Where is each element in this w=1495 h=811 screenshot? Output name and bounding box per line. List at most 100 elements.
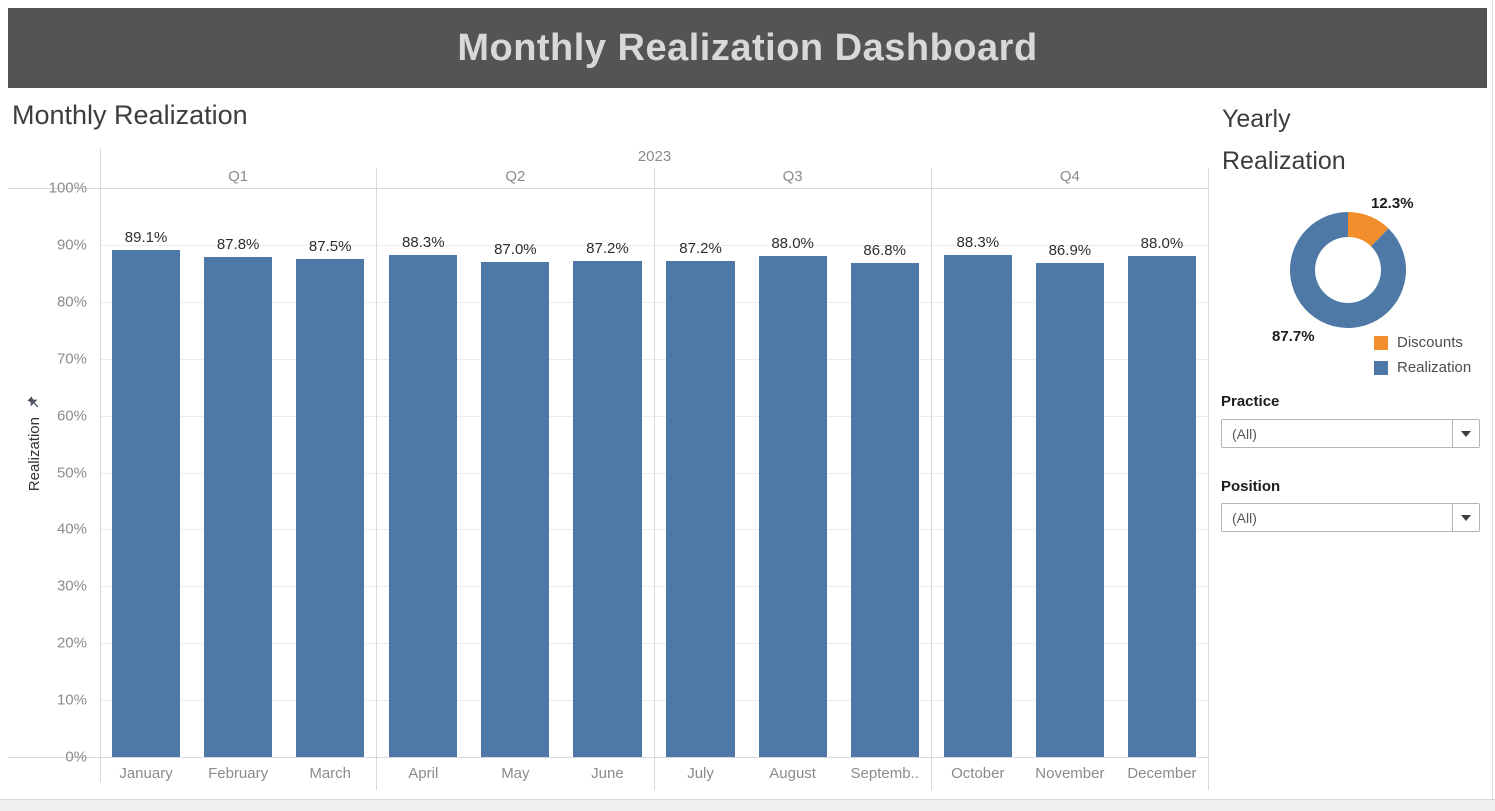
bar-september[interactable]: [850, 263, 919, 757]
gridline-90: [100, 244, 1209, 246]
month-label-december[interactable]: December: [1127, 765, 1197, 782]
y-axis-title: Realization: [25, 417, 43, 492]
quarter-header-q2[interactable]: Q2: [377, 168, 655, 188]
donut-slice-realization[interactable]: [1289, 211, 1406, 328]
gridline-10: [100, 700, 1209, 702]
dashboard-header: Monthly Realization Dashboard: [8, 8, 1487, 88]
y-tick-90: 90%: [56, 236, 87, 254]
month-cell-march: 87.5%: [284, 188, 376, 757]
quarter-header-q1[interactable]: Q1: [100, 168, 378, 188]
month-label-october[interactable]: October: [951, 765, 1005, 782]
bar-may[interactable]: [481, 261, 550, 757]
filter-dropdown-position[interactable]: (All): [1221, 503, 1480, 532]
bar-february[interactable]: [204, 257, 273, 757]
month-label-july[interactable]: July: [687, 765, 714, 782]
legend-item-discounts[interactable]: Discounts: [1374, 330, 1471, 355]
bar-value-label: 88.0%: [771, 235, 814, 253]
bar-april[interactable]: [389, 254, 458, 757]
bar-value-label: 87.2%: [586, 239, 629, 257]
dashboard-title: Monthly Realization Dashboard: [457, 26, 1038, 69]
donut-discounts-label: 12.3%: [1371, 195, 1414, 212]
bar-june[interactable]: [573, 260, 642, 757]
quarter-header-row: Q1 Q2 Q3 Q4: [100, 168, 1209, 188]
month-label-november[interactable]: November: [1035, 765, 1105, 782]
gridline-50: [100, 472, 1209, 474]
page-right-border: [1492, 0, 1493, 811]
filter-dropdown-button-position[interactable]: [1452, 504, 1479, 531]
y-axis-title-group: Realization: [16, 396, 52, 491]
bar-value-label: 88.0%: [1140, 235, 1184, 253]
bar-july[interactable]: [666, 260, 735, 757]
y-tick-40: 40%: [56, 520, 87, 538]
month-label-april[interactable]: April: [408, 765, 439, 782]
gridline-40: [100, 529, 1209, 531]
bar-value-label: 86.8%: [863, 242, 906, 260]
legend-item-realization[interactable]: Realization: [1374, 355, 1471, 380]
month-cell-may: 87.0%: [469, 188, 561, 757]
quarter-group-q2: 88.3% 87.0% 87.2%: [377, 188, 655, 757]
month-label-september[interactable]: Septemb..: [850, 765, 919, 782]
month-group-q1: January February March: [100, 757, 378, 790]
gridline-layer: [100, 188, 1209, 757]
donut-slice-discounts[interactable]: [1348, 212, 1389, 247]
quarter-header-q4[interactable]: Q4: [932, 168, 1209, 188]
x-axis-line: [8, 757, 1209, 758]
y-tick-50: 50%: [56, 464, 87, 481]
monthly-realization-chart: 2023 Q1 Q2 Q3 Q4 89.1% 87.8% 87.5% 88.3% 87.0% 8…: [8, 148, 1209, 790]
month-cell-october: 88.3%: [932, 188, 1024, 757]
bar-january[interactable]: [111, 250, 181, 757]
month-label-june[interactable]: June: [591, 765, 624, 782]
y-tick-20: 20%: [56, 634, 87, 652]
bar-value-label: 87.5%: [308, 238, 352, 256]
y-tick-10: 10%: [56, 691, 87, 709]
filter-value-practice: (All): [1232, 425, 1257, 442]
bar-march[interactable]: [296, 259, 365, 757]
legend-label: Realization: [1397, 359, 1472, 376]
plot-top-border: [8, 188, 1209, 189]
bar-value-label: 87.8%: [216, 236, 260, 254]
bar-december[interactable]: [1127, 256, 1196, 757]
legend-label: Discounts: [1397, 334, 1463, 351]
bar-value-label: 87.2%: [679, 239, 722, 257]
bar-november[interactable]: [1035, 262, 1104, 757]
legend-swatch-discounts: [1374, 335, 1388, 350]
month-cell-november: 86.9%: [1024, 188, 1116, 757]
quarter-group-q3: 87.2% 88.0% 86.8%: [655, 188, 932, 757]
filter-value-position: (All): [1232, 509, 1257, 526]
bar-value-label: 89.1%: [124, 229, 168, 247]
quarter-header-q3[interactable]: Q3: [655, 168, 932, 188]
filter-dropdown-practice[interactable]: (All): [1221, 419, 1480, 448]
bar-value-label: 88.3%: [956, 233, 1000, 251]
month-cell-june: 87.2%: [561, 188, 653, 757]
bar-october[interactable]: [943, 254, 1012, 757]
bar-chart-title: Monthly Realization: [12, 100, 248, 130]
pin-icon[interactable]: [26, 396, 42, 412]
bar-value-label: 86.9%: [1048, 241, 1092, 259]
gridline-20: [100, 643, 1209, 645]
month-label-may[interactable]: May: [501, 765, 530, 782]
bar-value-label: 87.0%: [494, 240, 537, 258]
y-tick-30: 30%: [56, 577, 87, 595]
month-cell-july: 87.2%: [655, 188, 747, 757]
filter-dropdown-button-practice[interactable]: [1452, 420, 1479, 447]
month-label-february[interactable]: February: [208, 765, 269, 782]
month-group-q3: July August Septemb..: [655, 757, 932, 790]
month-cell-january: 89.1%: [100, 188, 192, 757]
bar-august[interactable]: [758, 256, 827, 757]
chevron-down-icon: [1461, 514, 1471, 521]
month-label-march[interactable]: March: [309, 765, 352, 782]
page-bottom-strip: [0, 799, 1495, 811]
month-label-august[interactable]: August: [769, 765, 816, 782]
month-label-january[interactable]: January: [119, 765, 173, 782]
filter-label-position: Position: [1221, 478, 1281, 495]
gridline-70: [100, 358, 1209, 360]
y-axis-line: [100, 148, 101, 782]
month-cell-december: 88.0%: [1116, 188, 1208, 757]
month-group-q2: April May June: [377, 757, 655, 790]
year-header[interactable]: 2023: [637, 148, 672, 165]
y-tick-100: 100%: [48, 179, 87, 197]
plot-area: 89.1% 87.8% 87.5% 88.3% 87.0% 87.2% 87.2% 88.0%…: [100, 188, 1209, 757]
chevron-down-icon: [1461, 430, 1471, 437]
month-cell-september: 86.8%: [839, 188, 931, 757]
